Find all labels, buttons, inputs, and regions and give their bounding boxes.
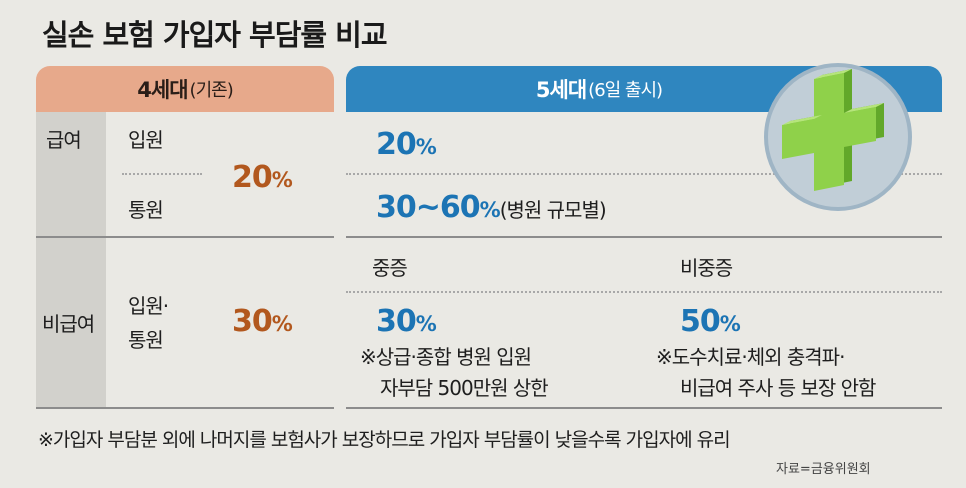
gen4-non-benefit-value: 30% xyxy=(232,304,293,339)
gen5-header-label: 5세대 xyxy=(535,78,587,102)
category-benefit: 급여 xyxy=(46,128,82,152)
severe-note-line1: ※상급·종합 병원 입원 xyxy=(360,345,532,369)
row-divider-left xyxy=(36,236,334,238)
gen5-nonsevere-value: 50% xyxy=(680,304,741,339)
severe-note-line2: 자부담 500만원 상한 xyxy=(380,376,549,400)
severity-divider xyxy=(346,291,942,293)
gen5-severe-value: 30% xyxy=(376,304,437,339)
gen4-header: 4세대 (기존) xyxy=(36,66,334,112)
non-benefit-type-line2: 통원 xyxy=(128,328,164,352)
benefit-inpatient-label: 입원 xyxy=(128,128,164,152)
source-credit: 자료=금융위원회 xyxy=(776,462,871,477)
nonsevere-label: 비중증 xyxy=(680,256,733,280)
gen5-header-sub: (6일 출시) xyxy=(588,80,663,101)
category-non-benefit: 비급여 xyxy=(42,312,95,336)
gen4-header-sub: (기존) xyxy=(189,80,234,101)
severe-label: 중증 xyxy=(372,256,408,280)
table-bottom-left xyxy=(36,407,334,409)
row-divider-right xyxy=(346,236,942,238)
footnote: ※가입자 부담분 외에 나머지를 보험사가 보장하므로 가입자 부담률이 낮을수… xyxy=(38,429,731,451)
nonsevere-note-line1: ※도수치료·체외 충격파· xyxy=(656,345,845,369)
table-bottom-right xyxy=(346,407,942,409)
gen4-header-label: 4세대 xyxy=(137,78,188,102)
gen5-benefit-outpatient-value: 30~60%(병원 규모별) xyxy=(376,190,607,225)
sub-divider-right xyxy=(346,173,942,175)
benefit-outpatient-label: 통원 xyxy=(128,198,164,222)
category-column xyxy=(36,112,106,407)
gen4-benefit-value: 20% xyxy=(232,160,293,195)
non-benefit-type-line1: 입원· xyxy=(128,294,169,318)
sub-divider-left xyxy=(122,173,202,175)
page-title: 실손 보험 가입자 부담률 비교 xyxy=(42,18,388,52)
gen5-benefit-outpatient-note: (병원 규모별) xyxy=(499,198,607,222)
nonsevere-note-line2: 비급여 주사 등 보장 안함 xyxy=(680,376,876,400)
medical-cross-icon xyxy=(764,63,912,211)
gen5-benefit-inpatient-value: 20% xyxy=(376,127,437,162)
